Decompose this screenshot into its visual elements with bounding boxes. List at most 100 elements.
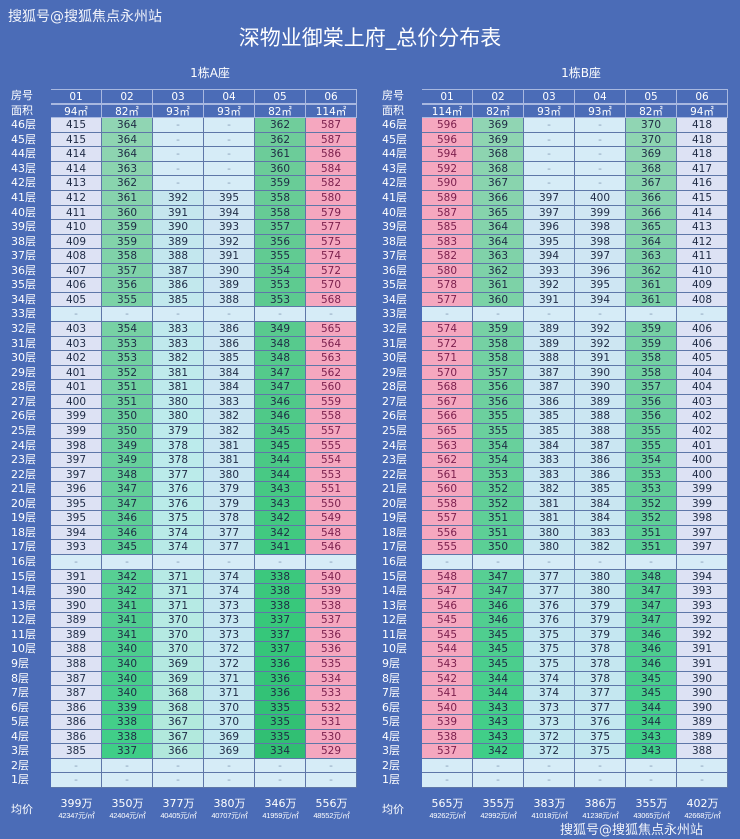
floor-label: 45层	[11, 132, 36, 146]
average-total: 350万	[111, 797, 144, 810]
price-cell: 367	[473, 176, 524, 191]
price-table-building-b: 房号 01 02 03 04 05 06 面积 114㎡ 82㎡ 93㎡ 93㎡ 82㎡ 94㎡ 46层 59…	[376, 89, 728, 788]
price-cell: 392	[204, 234, 255, 250]
price-cell: 539	[306, 584, 357, 599]
price-cell: 354	[626, 453, 677, 468]
price-cell: 556	[422, 525, 473, 541]
average-total: 380万	[213, 797, 246, 810]
price-cell: 391	[677, 642, 728, 657]
price-cell: 374	[524, 671, 575, 687]
price-cell: 392	[575, 322, 626, 337]
price-cell: 347	[473, 569, 524, 585]
price-cell: 383	[524, 467, 575, 483]
price-cell: 346	[626, 642, 677, 657]
price-cell: 535	[306, 656, 357, 672]
price-cell: 380	[153, 394, 204, 410]
floor-label: 24层	[11, 438, 36, 452]
price-cell: 401	[51, 380, 102, 395]
price-cell: 584	[306, 161, 357, 177]
floor-label: 2层	[382, 758, 400, 772]
table-row: 22层 561 353 383 386 353 400	[376, 467, 728, 483]
table-row: 23层 562 354 383 386 354 400	[376, 453, 728, 468]
floor-label: 41层	[11, 190, 36, 204]
price-cell: 358	[255, 190, 306, 206]
price-cell: 414	[51, 147, 102, 162]
table-row: 29层 401 352 381 384 347 562	[5, 365, 357, 381]
price-cell: 409	[677, 278, 728, 293]
price-cell: 566	[422, 409, 473, 424]
price-cell: 381	[204, 438, 255, 454]
price-cell: 340	[102, 671, 153, 687]
price-cell: 393	[204, 220, 255, 235]
floor-label: 14层	[11, 584, 36, 598]
price-cell: 393	[524, 263, 575, 279]
page-title: 深物业御棠上府_总价分布表	[238, 26, 502, 50]
table-row: 6层 540 343 373 377 344 390	[376, 700, 728, 716]
price-cell: 351	[626, 540, 677, 555]
price-cell: 345	[255, 438, 306, 454]
table-row: 35层 578 361 392 395 361 409	[376, 278, 728, 293]
price-cell: 399	[677, 482, 728, 497]
price-cell: 344	[255, 453, 306, 468]
table-row: 4层 386 338 367 369 335 530	[5, 729, 357, 745]
price-cell: 388	[575, 409, 626, 424]
price-cell: 346	[102, 525, 153, 541]
floor-label: 11层	[11, 627, 36, 641]
table-row: 24层 398 349 378 381 345 555	[5, 438, 357, 454]
price-cell: 397	[524, 190, 575, 206]
price-cell: 403	[51, 336, 102, 352]
price-cell: 376	[575, 715, 626, 730]
table-row: 12层 389 341 370 373 337 537	[5, 613, 357, 628]
price-cell: 346	[255, 394, 306, 410]
price-cell: 371	[204, 686, 255, 701]
price-cell: 373	[204, 627, 255, 643]
price-cell: 382	[575, 540, 626, 555]
price-cell: 338	[255, 584, 306, 599]
price-cell: 405	[677, 351, 728, 366]
price-cell: 369	[153, 656, 204, 672]
price-cell: 338	[255, 598, 306, 614]
price-cell: -	[153, 555, 204, 570]
price-cell: 353	[473, 467, 524, 483]
price-cell: 380	[575, 584, 626, 599]
price-cell: 415	[51, 118, 102, 133]
price-cell: 565	[306, 322, 357, 337]
price-cell: 398	[575, 234, 626, 250]
price-cell: 547	[422, 584, 473, 599]
floor-label: 46层	[382, 118, 407, 132]
floor-label: 14层	[382, 584, 407, 598]
price-cell: 362	[626, 263, 677, 279]
price-cell: 343	[473, 729, 524, 745]
price-cell: 414	[677, 205, 728, 221]
floor-label: 5层	[382, 715, 400, 729]
header-cell: 93㎡	[204, 103, 255, 119]
table-row: 27层 400 351 380 383 346 559	[5, 394, 357, 410]
price-cell: 403	[677, 394, 728, 410]
floor-label: 29层	[382, 365, 407, 379]
price-cell: 353	[255, 278, 306, 293]
price-cell: 587	[306, 132, 357, 148]
table-row: 10层 544 345 375 378 346 391	[376, 642, 728, 657]
price-cell: 362	[255, 118, 306, 133]
floor-label: 31层	[11, 336, 36, 350]
price-cell: -	[422, 773, 473, 788]
price-cell: -	[422, 307, 473, 322]
price-cell: 375	[153, 511, 204, 526]
price-cell: 390	[51, 584, 102, 599]
floor-label: 9层	[382, 656, 400, 670]
price-cell: 360	[255, 161, 306, 177]
table-row: 32层 403 354 383 386 349 565	[5, 322, 357, 337]
price-cell: 408	[677, 292, 728, 308]
floor-label: 16层	[11, 555, 36, 568]
floor-label: 22层	[382, 467, 407, 481]
price-cell: -	[677, 555, 728, 570]
price-cell: 375	[575, 744, 626, 759]
price-cell: 378	[575, 642, 626, 657]
price-cell: 342	[473, 744, 524, 759]
price-cell: 384	[524, 438, 575, 454]
table-row: 12层 545 346 376 379 347 392	[376, 613, 728, 628]
price-cell: 386	[524, 394, 575, 410]
price-cell: 340	[102, 656, 153, 672]
table-row: 21层 560 352 382 385 353 399	[376, 482, 728, 497]
floor-label: 31层	[382, 336, 407, 350]
